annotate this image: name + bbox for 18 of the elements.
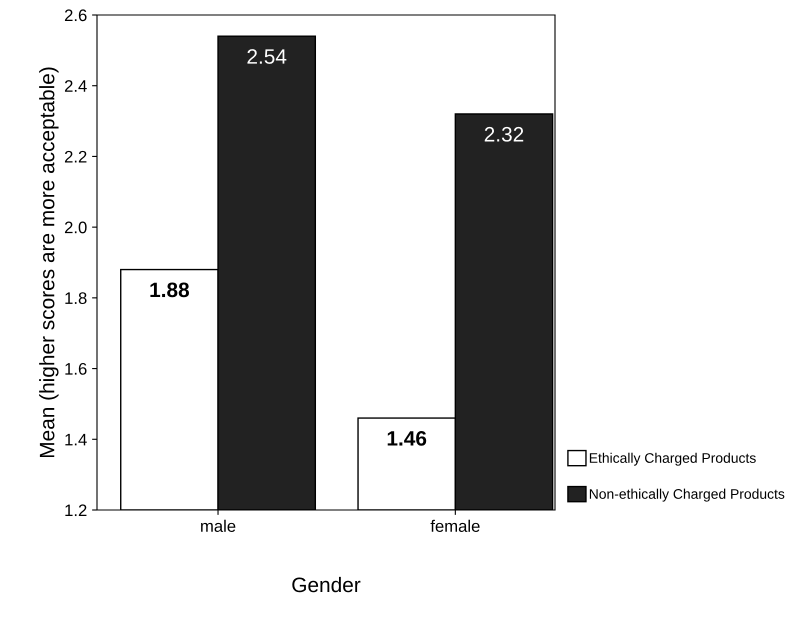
y-tick-label: 2.4 [64, 80, 87, 92]
data-label: 1.88 [150, 282, 190, 298]
y-tick-label: 1.4 [65, 434, 87, 446]
y-axis-title: Mean (higher scores are more acceptable) [39, 68, 59, 458]
x-tick-label: female [430, 520, 480, 532]
y-tick-label: 1.8 [65, 292, 87, 304]
y-tick-label: 1.2 [65, 504, 86, 516]
legend-label: Non-ethically Charged Products [590, 488, 784, 502]
x-axis-title: Gender [292, 576, 360, 592]
x-tick-label: male [201, 520, 236, 532]
y-tick-label: 2.0 [64, 222, 87, 234]
y-tick-label: 2.6 [64, 9, 87, 22]
data-label: 2.32 [484, 126, 524, 142]
y-tick-label: 1.6 [65, 362, 87, 375]
legend-label: Ethically Charged Products [590, 452, 756, 466]
data-label: 1.46 [388, 430, 426, 446]
data-label: 2.54 [247, 49, 286, 64]
y-tick-label: 2.2 [64, 150, 86, 162]
